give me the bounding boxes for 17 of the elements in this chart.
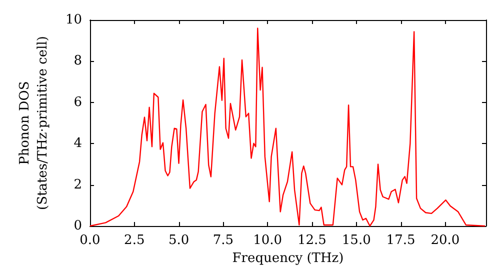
x-tick-label: 2.5 — [124, 233, 145, 248]
x-axis-title: Frequency (THz) — [232, 250, 344, 266]
x-tick-label: 15.0 — [342, 233, 371, 248]
x-tick-label: 12.5 — [297, 233, 326, 248]
y-tick-label: 2 — [74, 177, 82, 192]
x-tick-label: 10.0 — [253, 233, 282, 248]
y-axis-title: Phonon DOS (States/THz·primitive cell) — [18, 36, 50, 210]
y-tick-label: 6 — [74, 94, 82, 110]
y-tick-label: 4 — [74, 136, 82, 152]
y-tick-label: 8 — [74, 54, 82, 69]
x-tick-label: 17.5 — [386, 233, 416, 248]
x-tick-label: 20.0 — [430, 233, 460, 248]
x-tick-label: 5.0 — [168, 233, 190, 248]
x-tick-label: 0.0 — [80, 233, 100, 248]
y-tick-label: 10 — [65, 12, 82, 28]
x-tick-label: 7.5 — [212, 233, 234, 248]
y-tick-label: 0 — [74, 218, 82, 234]
